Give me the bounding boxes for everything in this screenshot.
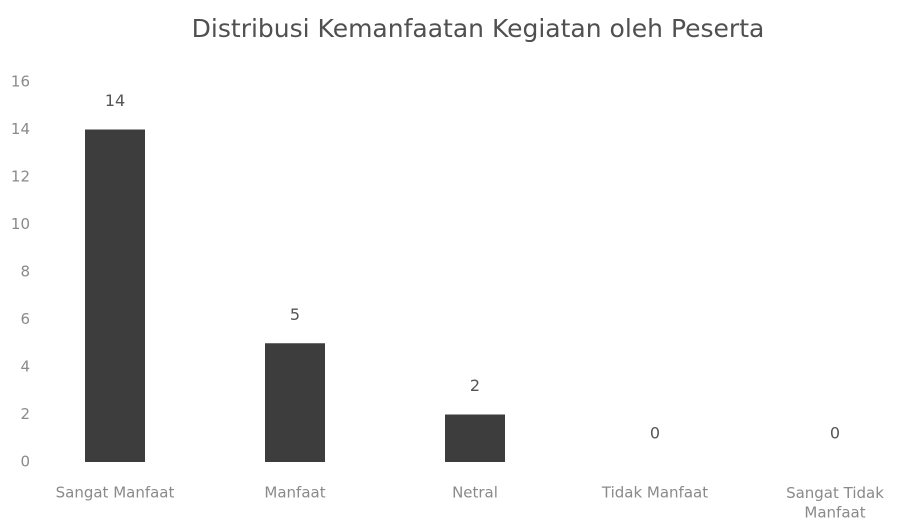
data-label: 0: [650, 424, 660, 443]
y-tick-label: 6: [20, 310, 30, 328]
data-label: 14: [105, 91, 125, 110]
x-tick-label: Netral: [452, 484, 498, 502]
x-tick-label: Manfaat: [264, 484, 325, 502]
y-tick-label: 4: [20, 358, 30, 376]
y-tick-label: 14: [11, 120, 30, 138]
y-tick-label: 2: [20, 405, 30, 423]
x-tick-label: Sangat Tidak Manfaat: [786, 484, 884, 522]
y-tick-label: 0: [20, 453, 30, 471]
bar: [85, 129, 145, 462]
chart-title: Distribusi Kemanfaatan Kegiatan oleh Pes…: [192, 14, 765, 43]
x-tick-label: Sangat Manfaat: [56, 484, 175, 502]
bar: [265, 343, 325, 462]
y-tick-label: 16: [11, 73, 30, 91]
x-tick-label: Tidak Manfaat: [601, 484, 708, 502]
y-tick-label: 8: [20, 263, 30, 281]
y-tick-label: 12: [11, 168, 30, 186]
data-label: 0: [830, 424, 840, 443]
bar: [445, 414, 505, 462]
data-label: 2: [470, 376, 480, 395]
data-label: 5: [290, 305, 300, 324]
y-tick-label: 10: [11, 215, 30, 233]
